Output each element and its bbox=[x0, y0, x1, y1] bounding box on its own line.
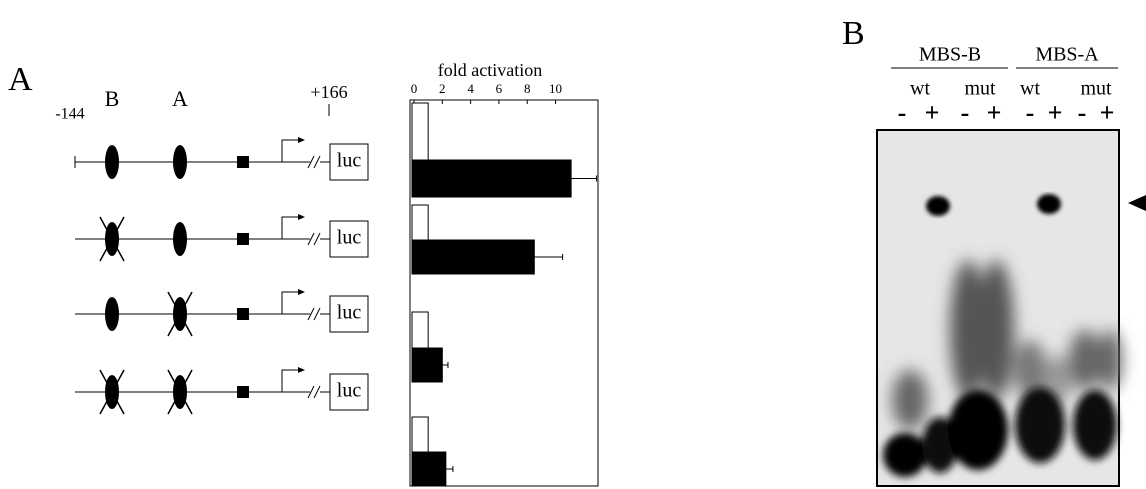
tata-box bbox=[237, 386, 249, 398]
bar bbox=[412, 348, 442, 382]
probe-label: MBS-B bbox=[919, 44, 981, 66]
variant-label: wt bbox=[1020, 78, 1040, 100]
x-tick-label: 8 bbox=[524, 81, 531, 96]
x-tick-label: 0 bbox=[411, 81, 418, 96]
site-label: B bbox=[105, 86, 120, 111]
x-tick-label: 2 bbox=[439, 81, 446, 96]
figure: A -144 B A +166 luc luc luc luc fold activa… bbox=[0, 0, 1146, 489]
tata-box bbox=[237, 156, 249, 168]
break-mark bbox=[314, 308, 320, 320]
chart-frame bbox=[410, 100, 598, 486]
end-label: +166 bbox=[310, 82, 347, 102]
variant-label: mut bbox=[964, 78, 996, 100]
bar bbox=[412, 103, 428, 160]
tss-arrowhead bbox=[298, 367, 305, 373]
tss-arrow bbox=[282, 140, 300, 162]
tata-box bbox=[237, 308, 249, 320]
break-mark bbox=[314, 233, 320, 245]
reporter-label: luc bbox=[337, 227, 362, 249]
constructs: luc luc luc luc bbox=[75, 137, 368, 414]
bar bbox=[412, 240, 534, 274]
lane-label: + bbox=[1048, 98, 1063, 127]
tata-box bbox=[237, 233, 249, 245]
tss-arrow bbox=[282, 217, 300, 239]
reporter-label: luc bbox=[337, 380, 362, 402]
bar bbox=[412, 312, 428, 348]
x-tick-label: 6 bbox=[496, 81, 503, 96]
lane-label: - bbox=[961, 98, 970, 127]
panel-label: A bbox=[8, 61, 33, 98]
tss-arrow bbox=[282, 292, 300, 314]
x-tick-label: 10 bbox=[549, 81, 562, 96]
bar-chart: fold activation 0 2 4 6 8 10 bbox=[410, 60, 598, 486]
tss-arrowhead bbox=[298, 137, 305, 143]
reporter-label: luc bbox=[337, 302, 362, 324]
break-mark bbox=[314, 156, 320, 168]
lane-label: + bbox=[925, 98, 940, 127]
x-tick-label: 4 bbox=[467, 81, 474, 96]
tss-arrow bbox=[282, 370, 300, 392]
reporter-label: luc bbox=[337, 150, 362, 172]
bar bbox=[412, 160, 571, 197]
lane-label: + bbox=[987, 98, 1002, 127]
variant-label: mut bbox=[1080, 78, 1112, 100]
panel-label: B bbox=[842, 15, 865, 52]
probe-label: MBS-A bbox=[1035, 44, 1099, 66]
bar bbox=[412, 205, 428, 240]
lane-label: - bbox=[898, 98, 907, 127]
binding-site bbox=[173, 222, 187, 256]
tss-arrowhead bbox=[298, 214, 305, 220]
lane-label: - bbox=[1026, 98, 1035, 127]
tss-arrowhead bbox=[298, 289, 305, 295]
site-label: A bbox=[172, 86, 188, 111]
start-label: -144 bbox=[55, 106, 84, 123]
bar bbox=[412, 417, 428, 452]
chart-title: fold activation bbox=[438, 60, 542, 80]
binding-site bbox=[173, 145, 187, 179]
break-mark bbox=[314, 386, 320, 398]
binding-site bbox=[105, 145, 119, 179]
variant-label: wt bbox=[910, 78, 930, 100]
lane-label: + bbox=[1100, 98, 1115, 127]
bar bbox=[412, 452, 446, 486]
lane-label: - bbox=[1078, 98, 1087, 127]
binding-site bbox=[105, 297, 119, 331]
band-arrow bbox=[1128, 195, 1146, 211]
